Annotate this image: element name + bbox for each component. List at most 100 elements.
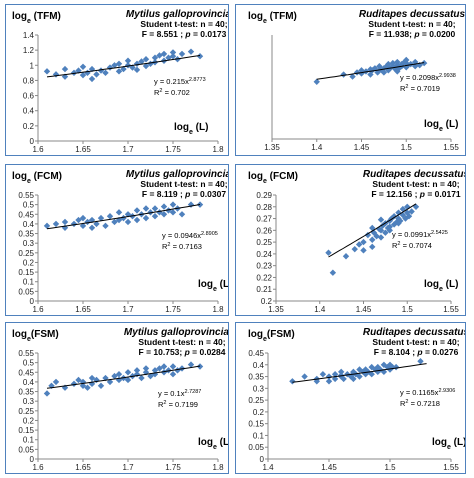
data-point	[407, 60, 414, 68]
stats-ttest: Student t-test: n = 40;	[372, 179, 459, 189]
data-point	[289, 378, 296, 385]
data-point	[88, 216, 96, 224]
y-tick-label: 0.27	[256, 215, 272, 224]
data-point	[133, 207, 141, 214]
data-point	[84, 218, 91, 226]
chart-svg: 1.4 1.45 1.5 1.55 0 0.05 0.1 0.15 0.2 0.25 0.3 0.35…	[248, 327, 465, 472]
data-point	[102, 222, 109, 230]
y-axis-label: loge (FCM)	[248, 171, 298, 185]
data-point	[369, 243, 376, 251]
data-point	[380, 361, 388, 368]
data-point	[395, 215, 402, 222]
y-tick-label: 0.15	[248, 420, 264, 429]
data-point	[97, 214, 105, 222]
stats-f-p: F = 8.119 ; p = 0.0307	[142, 189, 226, 199]
data-point	[142, 214, 150, 222]
data-point	[370, 229, 378, 236]
data-point	[373, 233, 380, 240]
y-tick-label: 0.8	[23, 76, 35, 85]
x-tick-label: 1.45	[354, 143, 370, 152]
data-point	[178, 50, 186, 58]
data-point	[394, 58, 401, 66]
y-tick-label: 0.45	[18, 210, 34, 219]
data-point	[79, 378, 87, 386]
chart-svg: 1.6 1.65 1.7 1.75 1.8 0 0.2 0.4 0.6 0.8 1 1.2 1.4 log…	[12, 9, 228, 154]
y-tick-label: 0.25	[248, 396, 264, 405]
stats-f-p: F = 10.753; p = 0.0284	[139, 347, 226, 357]
y-tick-label: 0.4	[23, 220, 35, 229]
data-point	[142, 56, 150, 63]
y-tick-label: 0.28	[256, 203, 272, 212]
data-point	[350, 375, 357, 383]
data-point	[377, 227, 385, 234]
data-point	[106, 213, 114, 220]
stats-ttest: Student t-test: n = 40;	[140, 179, 227, 189]
data-point	[79, 71, 87, 79]
data-point	[124, 211, 132, 218]
data-point	[52, 378, 60, 386]
x-axis-label: loge (L)	[424, 119, 458, 133]
data-point	[187, 48, 195, 55]
x-tick-label: 1.4	[311, 143, 323, 152]
data-point	[70, 69, 78, 77]
y-tick-label: 0.25	[18, 407, 34, 416]
y-tick-label: 0.2	[23, 122, 35, 131]
data-point	[115, 209, 123, 216]
x-tick-label: 1.8	[212, 463, 224, 472]
y-axis-label: loge (TFM)	[12, 11, 61, 25]
data-point	[178, 211, 186, 218]
y-tick-label: 0	[30, 455, 35, 464]
data-point	[399, 205, 407, 213]
data-point	[102, 374, 109, 382]
data-point	[133, 60, 141, 67]
y-tick-label: 0.3	[253, 384, 265, 393]
data-point	[388, 215, 395, 222]
data-point	[133, 367, 141, 374]
data-point	[115, 60, 123, 67]
data-point	[151, 367, 159, 374]
data-point	[356, 373, 363, 380]
data-point	[111, 218, 118, 226]
x-tick-label: 1.6	[32, 305, 44, 314]
x-tick-label: 1.35	[268, 305, 284, 314]
data-point	[52, 220, 60, 228]
data-point	[376, 63, 383, 70]
data-point	[417, 358, 424, 365]
x-tick-label: 1.75	[165, 145, 181, 154]
data-point	[379, 222, 386, 229]
data-point	[84, 384, 91, 391]
stats-ttest: Student t-test: n = 40;	[138, 337, 225, 347]
x-tick-label: 1.7	[122, 305, 134, 314]
data-point	[169, 201, 177, 208]
data-point	[389, 59, 397, 67]
data-point	[79, 214, 87, 222]
data-point	[395, 220, 402, 227]
data-point	[377, 234, 385, 241]
data-point	[142, 62, 150, 70]
y-tick-label: 0.2	[23, 258, 35, 267]
y-tick-label: 0	[260, 455, 265, 464]
y-tick-label: 0.2	[261, 297, 273, 306]
data-point	[360, 238, 367, 246]
chart-svg: 1.6 1.65 1.7 1.75 1.800.050.10.150.20.250.30…	[12, 327, 228, 472]
data-point	[364, 231, 372, 239]
data-point	[160, 363, 168, 370]
x-tick-label: 1.5	[401, 143, 413, 152]
data-point	[380, 69, 388, 76]
data-point	[382, 229, 389, 236]
data-point	[142, 205, 150, 212]
data-point	[88, 224, 96, 231]
x-axis-label: loge (L)	[174, 122, 208, 136]
data-point	[377, 366, 384, 373]
data-point	[340, 71, 347, 78]
data-point	[368, 371, 375, 378]
data-point	[404, 209, 411, 216]
y-tick-label: 0.2	[253, 408, 265, 417]
data-point	[403, 56, 410, 64]
x-tick-label: 1.4	[262, 463, 274, 472]
chart-panel-fcm-mytilus: 1.6 1.65 1.7 1.75 1.8 0 0.05 0.1 0.15 0.2 0.25 0.3 0…	[5, 164, 229, 316]
species-title: Ruditapes decussatus	[359, 9, 465, 20]
data-point	[61, 65, 69, 73]
y-tick-label: 0.35	[18, 230, 34, 239]
data-point	[147, 372, 154, 380]
